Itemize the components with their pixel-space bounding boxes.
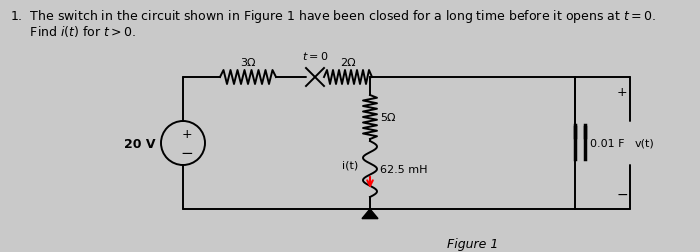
Text: 1.  The switch in the circuit shown in Figure 1 have been closed for a long time: 1. The switch in the circuit shown in Fi… [10, 8, 656, 25]
Text: 62.5 mH: 62.5 mH [380, 164, 428, 174]
Text: i(t): i(t) [342, 159, 358, 169]
Text: 20 V: 20 V [125, 137, 156, 150]
Text: 0.01 F: 0.01 F [590, 138, 624, 148]
Text: +: + [617, 86, 627, 99]
Text: v(t): v(t) [635, 138, 654, 148]
Text: −: − [616, 187, 628, 201]
Polygon shape [362, 209, 378, 219]
Text: +: + [182, 128, 192, 141]
Text: Find $i(t)$ for $t > 0$.: Find $i(t)$ for $t > 0$. [10, 24, 136, 39]
Text: 5Ω: 5Ω [380, 113, 395, 122]
Text: −: − [181, 145, 193, 160]
Text: 3Ω: 3Ω [240, 58, 256, 68]
Text: $t = 0$: $t = 0$ [302, 50, 328, 62]
Text: Figure 1: Figure 1 [447, 237, 498, 250]
Text: 2Ω: 2Ω [340, 58, 356, 68]
